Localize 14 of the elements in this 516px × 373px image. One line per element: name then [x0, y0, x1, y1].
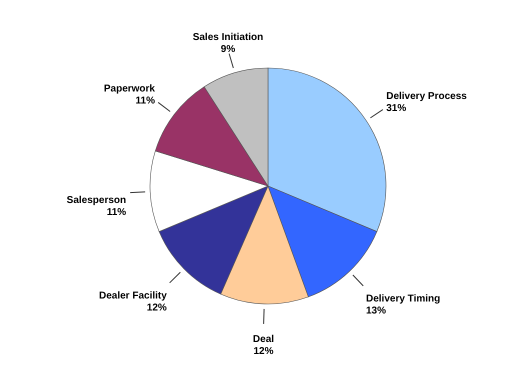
data-label: 11%: [106, 206, 126, 218]
data-label: 13%: [366, 306, 386, 317]
data-label: 11%: [136, 96, 156, 107]
data-label: 9%: [220, 44, 236, 55]
data-label: 12%: [146, 302, 167, 314]
data-label: 31%: [386, 103, 406, 114]
slice-label: Deal: [252, 334, 274, 345]
slice-label: Salesperson: [66, 194, 126, 206]
data-label: 12%: [253, 346, 274, 357]
slice-label: Sales Initiation: [192, 32, 264, 43]
slice-label: Dealer Facility: [98, 290, 168, 302]
slice-label: Delivery Process: [386, 91, 468, 102]
slice-label: Paperwork: [104, 84, 156, 95]
slice-label: Delivery Timing: [366, 294, 440, 305]
